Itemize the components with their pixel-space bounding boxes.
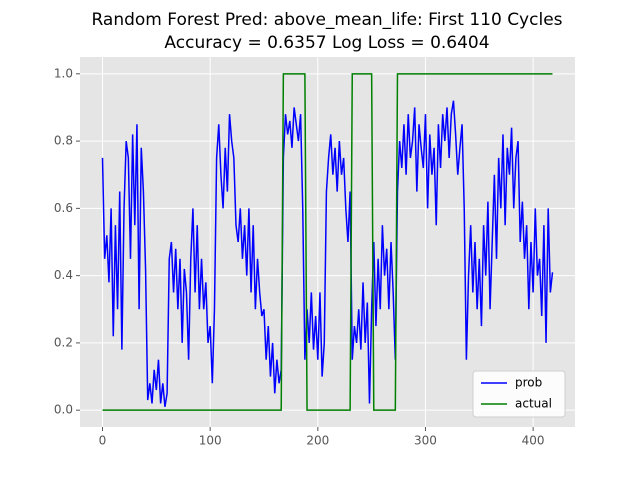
- chart-subtitle: Accuracy = 0.6357 Log Loss = 0.6404: [164, 33, 489, 53]
- x-tick-label: 100: [199, 434, 222, 448]
- legend-label: actual: [515, 397, 552, 411]
- y-tick-label: 0.4: [54, 268, 73, 282]
- y-tick-label: 0.6: [54, 201, 73, 215]
- x-tick-label: 0: [99, 434, 107, 448]
- chart-title: Random Forest Pred: above_mean_life: Fir…: [91, 10, 562, 30]
- x-tick-label: 400: [522, 434, 545, 448]
- y-tick-label: 0.2: [54, 335, 73, 349]
- legend-label: prob: [515, 376, 542, 390]
- y-tick-label: 0.8: [54, 134, 73, 148]
- y-tick-label: 0.0: [54, 403, 73, 417]
- series-line: [102, 73, 553, 411]
- x-tick-label: 300: [414, 434, 437, 448]
- y-tick-label: 1.0: [54, 66, 73, 80]
- x-tick-label: 200: [306, 434, 329, 448]
- series-line: [101, 100, 554, 407]
